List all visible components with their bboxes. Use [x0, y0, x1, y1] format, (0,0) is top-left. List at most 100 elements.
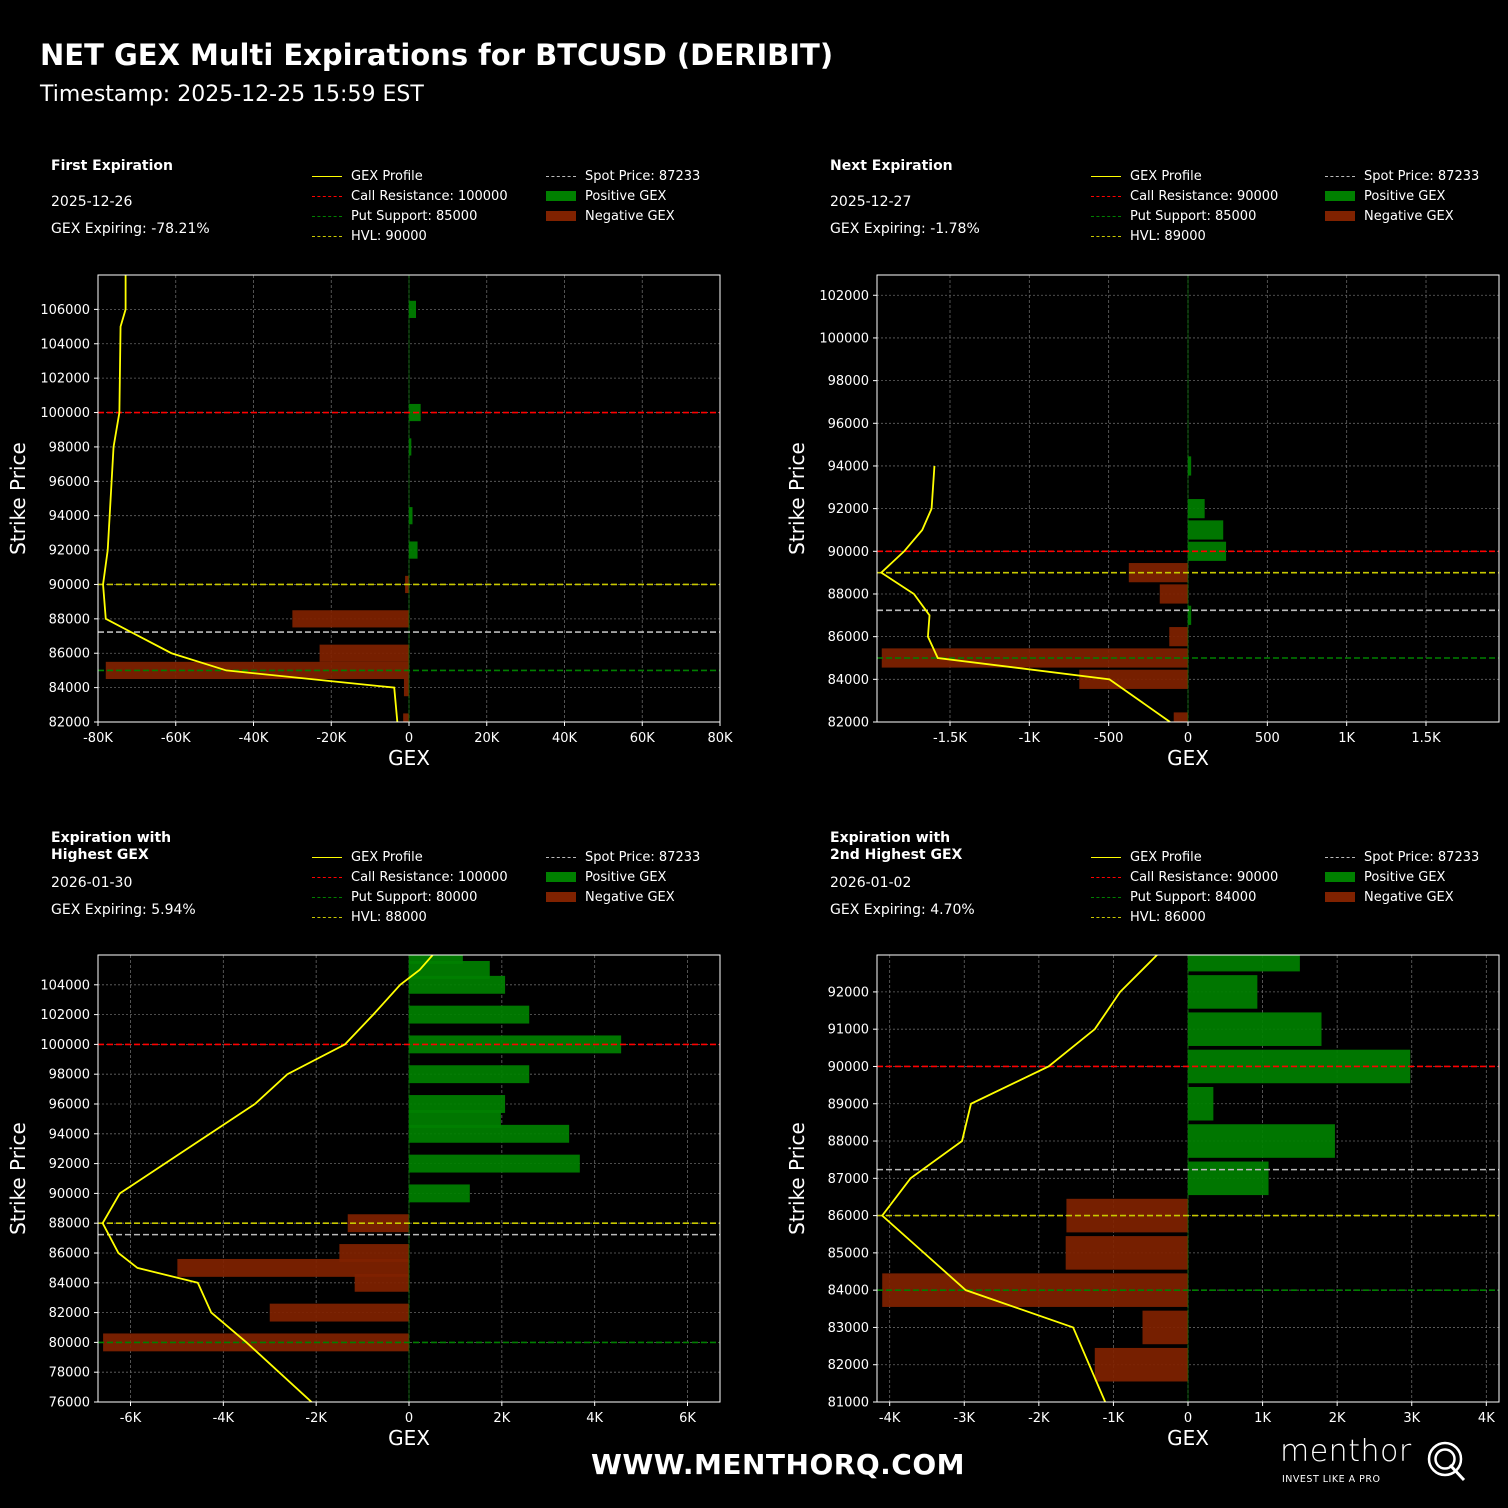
- positive-gex-bar: [409, 1124, 570, 1143]
- x-tick-label: -3K: [954, 1411, 976, 1426]
- gex-profile-line: [102, 275, 399, 722]
- y-tick-label: 82000: [49, 1306, 90, 1321]
- legend-swatch: [1091, 176, 1121, 177]
- legend-swatch: [1325, 892, 1355, 902]
- y-tick-label: 104000: [40, 978, 90, 993]
- legend-label: Put Support: 85000: [351, 209, 478, 224]
- gex-profile-line: [101, 955, 434, 1402]
- negative-gex-bar: [177, 1258, 409, 1277]
- y-tick-label: 100000: [40, 1038, 90, 1053]
- gex-panel: Expiration with 2nd Highest GEX 2026-01-02…: [787, 822, 1508, 1502]
- menthorq-logo: menthor INVEST LIKE A PRO: [1280, 1434, 1480, 1490]
- positive-gex-bar: [409, 975, 506, 994]
- legend-label: Spot Price: 87233: [1364, 850, 1480, 865]
- x-tick-label: 3K: [1403, 1411, 1420, 1426]
- timestamp: Timestamp: 2025-12-25 15:59 EST: [40, 82, 424, 107]
- negative-gex-bar: [319, 644, 409, 662]
- x-tick-label: -1K: [1019, 731, 1041, 746]
- legend-swatch: [546, 176, 576, 177]
- y-tick-label: 89000: [828, 1097, 869, 1112]
- gex-profile-line: [879, 465, 1171, 722]
- y-tick-label: 86000: [828, 1209, 869, 1224]
- y-tick-label: 94000: [49, 509, 90, 524]
- website-url: WWW.MENTHORQ.COM: [591, 1448, 965, 1481]
- gex-expiring: GEX Expiring: 5.94%: [51, 902, 196, 918]
- positive-gex-bar: [409, 1065, 530, 1084]
- positive-gex-bar: [1188, 541, 1227, 561]
- y-tick-label: 82000: [49, 716, 90, 731]
- y-tick-label: 86000: [49, 647, 90, 662]
- x-tick-label: -6K: [120, 1411, 142, 1426]
- positive-gex-bar: [409, 1154, 580, 1173]
- legend-swatch: [1325, 857, 1355, 858]
- positive-gex-bar: [1188, 456, 1192, 476]
- y-tick-label: 84000: [49, 1276, 90, 1291]
- x-tick-label: 4K: [1478, 1411, 1495, 1426]
- legend-swatch: [1091, 196, 1121, 197]
- negative-gex-bar: [269, 1303, 409, 1322]
- positive-gex-bar: [409, 300, 416, 318]
- x-tick-label: 500: [1255, 731, 1280, 746]
- negative-gex-bar: [354, 1273, 409, 1292]
- positive-gex-bar: [409, 438, 412, 456]
- legend-swatch: [1091, 236, 1121, 237]
- y-tick-label: 102000: [40, 1008, 90, 1023]
- positive-gex-bar: [409, 955, 463, 964]
- legend-swatch: [546, 872, 576, 882]
- y-tick-label: 86000: [828, 630, 869, 645]
- positive-gex-bar: [1188, 1086, 1214, 1121]
- x-tick-label: -80K: [83, 731, 113, 746]
- x-tick-label: 1K: [1338, 731, 1355, 746]
- x-tick-label: -1K: [1103, 1411, 1125, 1426]
- legend-swatch: [312, 917, 342, 918]
- legend-swatch: [1091, 897, 1121, 898]
- x-tick-label: 1K: [1254, 1411, 1271, 1426]
- gex-panel: First Expiration 2025-12-26 GEX Expiring: …: [8, 150, 768, 830]
- y-tick-label: 76000: [49, 1396, 90, 1411]
- y-tick-label: 92000: [49, 544, 90, 559]
- legend-label: Spot Price: 87233: [585, 169, 701, 184]
- page-title: NET GEX Multi Expirations for BTCUSD (DE…: [40, 38, 834, 72]
- legend-label: Call Resistance: 100000: [351, 870, 508, 885]
- expiration-name: Expiration with: [830, 830, 951, 846]
- legend-label: Spot Price: 87233: [585, 850, 701, 865]
- legend-label: Negative GEX: [585, 890, 675, 905]
- x-tick-label: 0: [1184, 1411, 1192, 1426]
- x-tick-label: -20K: [316, 731, 346, 746]
- y-tick-label: 102000: [819, 289, 869, 304]
- expiration-date: 2026-01-30: [51, 875, 133, 891]
- gex-chart: -1.5K -1K -500 0 500 1K 1.5K 82000 84000 86000 880…: [787, 274, 1500, 770]
- y-tick-label: 88000: [828, 1135, 869, 1150]
- positive-gex-bar: [409, 1005, 530, 1024]
- negative-gex-bar: [1094, 1347, 1188, 1382]
- positive-gex-bar: [1188, 605, 1192, 625]
- logo-q-icon: [1427, 1441, 1466, 1482]
- legend-swatch: [312, 216, 342, 217]
- legend-label: Spot Price: 87233: [1364, 169, 1480, 184]
- expiration-name: Highest GEX: [51, 847, 149, 863]
- gex-chart: -4K -3K -2K -1K 0 1K 2K 3K 4K 81000 82000 83000 8400…: [787, 954, 1500, 1450]
- y-tick-label: 88000: [49, 1217, 90, 1232]
- x-axis-label: GEX: [388, 746, 430, 770]
- expiration-date: 2025-12-26: [51, 194, 133, 210]
- legend-swatch: [1091, 216, 1121, 217]
- legend-swatch: [546, 191, 576, 201]
- y-tick-label: 98000: [828, 374, 869, 389]
- legend-swatch: [1325, 211, 1355, 221]
- y-tick-label: 100000: [40, 406, 90, 421]
- y-tick-label: 98000: [49, 1068, 90, 1083]
- legend-label: Positive GEX: [1364, 189, 1446, 204]
- legend-label: Put Support: 80000: [351, 890, 478, 905]
- x-axis-label: GEX: [1167, 1426, 1209, 1450]
- expiration-name: First Expiration: [51, 158, 174, 174]
- logo-wordmark: menthor: [1280, 1434, 1412, 1469]
- y-tick-label: 106000: [40, 303, 90, 318]
- positive-gex-bar: [1188, 1124, 1335, 1158]
- y-tick-label: 90000: [49, 578, 90, 593]
- legend-label: HVL: 90000: [351, 229, 427, 244]
- legend-label: GEX Profile: [1130, 850, 1202, 865]
- logo-tagline: INVEST LIKE A PRO: [1282, 1474, 1381, 1485]
- legend-swatch: [312, 176, 342, 177]
- gex-panel: Next Expiration 2025-12-27 GEX Expiring: -…: [787, 150, 1508, 830]
- negative-gex-bar: [1142, 1310, 1188, 1345]
